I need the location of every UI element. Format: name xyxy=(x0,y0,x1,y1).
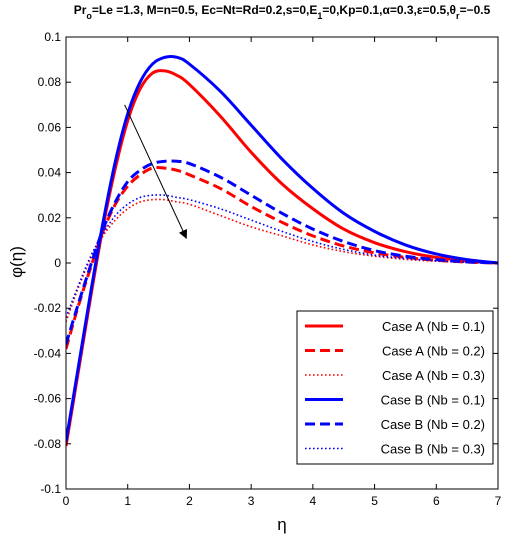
y-tick-label: 0.04 xyxy=(38,166,62,180)
series-line-4 xyxy=(66,54,498,442)
y-tick-label: 0.08 xyxy=(38,75,62,89)
x-tick-label: 3 xyxy=(248,494,255,508)
series-line-3 xyxy=(66,198,498,323)
legend: Case A (Nb = 0.1) Case A (Nb = 0.2) Case A… xyxy=(296,310,494,465)
x-tick-label: 0 xyxy=(63,494,70,508)
title-part: =0,Kp=0.1,α=0.3,ε=0.5,θ xyxy=(322,3,456,17)
annotation-layer xyxy=(124,104,188,239)
x-tick-label: 2 xyxy=(186,494,193,508)
y-tick-label: -0.04 xyxy=(34,346,62,360)
title-part: =Le =1.3, M=n=0.5, Ec=Nt=Rd=0.2,s=0,E xyxy=(92,3,317,17)
title-part: r xyxy=(456,11,460,21)
x-tick-label: 6 xyxy=(433,494,440,508)
title-part: =−0.5 xyxy=(460,3,491,17)
y-tick-label: -0.02 xyxy=(34,301,62,315)
y-tick-label: 0.06 xyxy=(38,120,62,134)
series-line-5 xyxy=(66,159,498,345)
chart-title: Pro=Le =1.3, M=n=0.5, Ec=Nt=Rd=0.2,s=0,E… xyxy=(74,3,491,21)
trend-arrow xyxy=(124,104,188,239)
x-axis-label: η xyxy=(277,515,286,534)
legend-label: Case A (Nb = 0.3) xyxy=(382,368,485,383)
y-tick-label: 0 xyxy=(54,256,61,270)
x-tick-label: 1 xyxy=(124,494,131,508)
legend-label: Case B (Nb = 0.1) xyxy=(381,393,485,408)
y-tick-label: -0.1 xyxy=(40,482,61,496)
x-tick-label: 7 xyxy=(495,494,502,508)
y-tick-label: 0.1 xyxy=(44,30,61,44)
title-part: Pr xyxy=(74,3,87,17)
legend-box xyxy=(296,310,494,465)
x-tick-label: 4 xyxy=(310,494,317,508)
series-layer xyxy=(66,54,498,447)
axis-ticks: 0 1 2 3 4 5 6 7 -0.1 -0.08 -0.06 -0.04 -0.02 0 0.02 0.0… xyxy=(34,30,502,508)
y-tick-label: 0.02 xyxy=(38,211,62,225)
legend-label: Case A (Nb = 0.1) xyxy=(382,319,485,334)
x-tick-label: 5 xyxy=(371,494,378,508)
y-tick-label: -0.06 xyxy=(34,392,62,406)
legend-label: Case B (Nb = 0.3) xyxy=(381,442,485,457)
legend-label: Case B (Nb = 0.2) xyxy=(381,417,485,432)
legend-label: Case A (Nb = 0.2) xyxy=(382,344,485,359)
title-part: o xyxy=(86,11,92,21)
title-part: 1 xyxy=(317,11,322,21)
y-axis-label: φ(η) xyxy=(7,246,26,278)
y-tick-label: -0.08 xyxy=(34,437,62,451)
